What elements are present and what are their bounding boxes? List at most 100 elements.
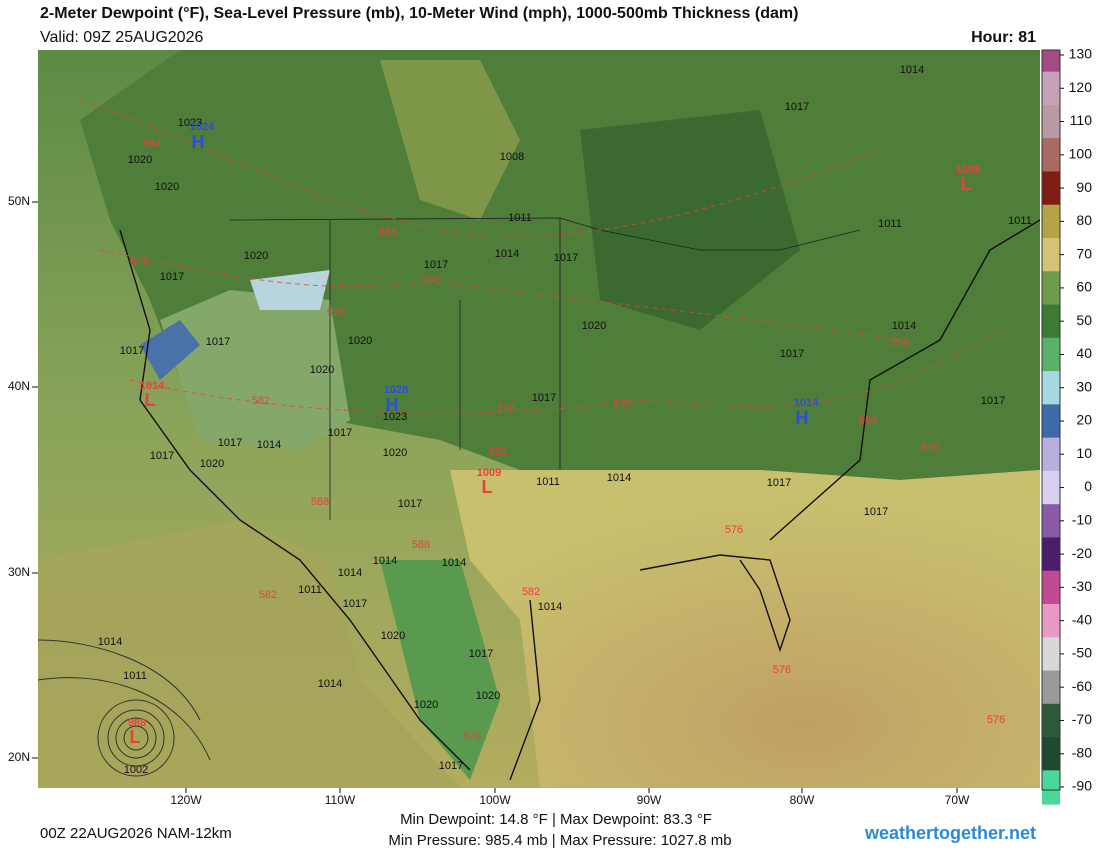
colorbar-label: -90: [1072, 778, 1092, 794]
colorbar-label: 70: [1076, 245, 1092, 261]
high-letter: H: [192, 132, 205, 152]
borders: [229, 217, 861, 520]
colorbar-label: 80: [1076, 212, 1092, 228]
thickness-label: 576: [463, 731, 481, 743]
thickness-label: 582: [489, 446, 507, 458]
colorbar-label: 60: [1076, 279, 1092, 295]
thickness-label: 564: [859, 414, 877, 426]
lat-label: 40N: [8, 379, 30, 393]
colorbar-label: 90: [1076, 179, 1092, 195]
thickness-label: 564: [379, 226, 397, 238]
isobar-label: 1014: [257, 439, 281, 451]
isobar-label: 1020: [244, 250, 268, 262]
isobar-label: 1002: [124, 764, 148, 776]
colorbar-swatch: [1042, 71, 1060, 106]
isobar-label: 1017: [780, 348, 804, 360]
lon-label: 120W: [170, 793, 202, 807]
colorbar-swatch: [1042, 570, 1060, 605]
thickness-label: 588: [412, 539, 430, 551]
thickness-label: 576: [987, 714, 1005, 726]
low-value: 988: [128, 717, 146, 729]
colorbar-label: -70: [1072, 711, 1092, 727]
high-letter: H: [386, 395, 399, 415]
colorbar-label: -20: [1072, 545, 1092, 561]
colorbar-label: -80: [1072, 744, 1092, 760]
thickness-label: 576: [725, 524, 743, 536]
thickness-label: 582: [252, 395, 270, 407]
mexico-green: [380, 560, 500, 780]
site-link[interactable]: weathertogether.net: [864, 823, 1036, 843]
thickness-contours: [79, 99, 1001, 414]
colorbar-label: 110: [1070, 112, 1093, 128]
colorbar-label: 130: [1069, 46, 1093, 62]
isobar-label: 1020: [414, 699, 438, 711]
lon-label: 90W: [637, 793, 662, 807]
colorbar-label: -40: [1072, 611, 1092, 627]
forecast-hour: Hour: 81: [971, 29, 1036, 46]
isobar-label: 1017: [150, 450, 174, 462]
colorbar-swatch: [1042, 537, 1060, 572]
colorbar-swatch: [1042, 504, 1060, 539]
isobar-label: 1023: [178, 117, 202, 129]
isobar-label: 1017: [218, 437, 242, 449]
low-letter: L: [961, 174, 972, 194]
isobar-label: 1008: [500, 151, 524, 163]
low-value: 1014: [140, 380, 165, 392]
isobar-label: 1017: [785, 101, 809, 113]
coastline: [119, 219, 1041, 781]
title: 2-Meter Dewpoint (°F), Sea-Level Pressur…: [40, 5, 798, 22]
isobar-label: 1011: [878, 218, 902, 230]
thickness-label: 582: [259, 589, 277, 601]
lat-label: 30N: [8, 565, 30, 579]
colorbar-label: 30: [1076, 378, 1092, 394]
isobar-label: 1017: [981, 395, 1005, 407]
isobar-label: 1017: [398, 498, 422, 510]
dewpoint-range: Min Dewpoint: 14.8 °F | Max Dewpoint: 83…: [400, 811, 712, 828]
colorbar-label: -30: [1072, 578, 1092, 594]
thickness-label: 588: [311, 496, 329, 508]
isobar-label: 1017: [328, 427, 352, 439]
plains-dry: [380, 60, 520, 220]
pacific-south: [38, 520, 460, 788]
isobar-label: 1020: [381, 630, 405, 642]
thickness-label: 564: [143, 138, 161, 150]
colorbar-label: -10: [1072, 512, 1092, 528]
isobar-label: 1014: [900, 64, 924, 76]
colorbar-swatch: [1042, 637, 1060, 672]
isobars: [37, 639, 211, 777]
dry-pocket-nv: [140, 320, 200, 380]
isobar-label: 1017: [343, 598, 367, 610]
colorbar-swatch: [1042, 138, 1060, 173]
colorbar-swatch: [1042, 171, 1060, 206]
isobar-label: 1020: [310, 364, 334, 376]
isobar-label: 1017: [532, 392, 556, 404]
isobar-label: 1011: [508, 212, 532, 224]
low-value: 1009: [477, 467, 501, 479]
isobar-label: 1020: [155, 181, 179, 193]
colorbar: 1301201101009080706050403020100-10-20-30…: [1041, 46, 1093, 805]
isobar-label: 1011: [536, 476, 560, 488]
colorbar-swatch: [1042, 437, 1060, 472]
thickness-label: 570: [921, 442, 939, 454]
isobar-label: 1017: [120, 345, 144, 357]
high-value: 1024: [190, 121, 215, 133]
low-letter: L: [130, 727, 141, 747]
lat-label: 50N: [8, 194, 30, 208]
high-value: 1028: [384, 384, 408, 396]
colorbar-label: 10: [1076, 445, 1092, 461]
lon-label: 70W: [945, 793, 970, 807]
lon-label: 100W: [479, 793, 511, 807]
model-run: 00Z 22AUG2026 NAM-12km: [40, 825, 232, 842]
colorbar-swatch: [1042, 470, 1060, 506]
thickness-label: 576: [773, 664, 791, 676]
isobar-label: 1017: [469, 648, 493, 660]
isobar-label: 1014: [98, 636, 122, 648]
isobar-label: 1014: [892, 320, 916, 332]
isobar-label: 1014: [538, 601, 562, 613]
lon-label: 110W: [325, 793, 356, 807]
colorbar-label: -60: [1072, 678, 1092, 694]
isobar-label: 1017: [864, 506, 888, 518]
low-letter: L: [145, 390, 156, 410]
